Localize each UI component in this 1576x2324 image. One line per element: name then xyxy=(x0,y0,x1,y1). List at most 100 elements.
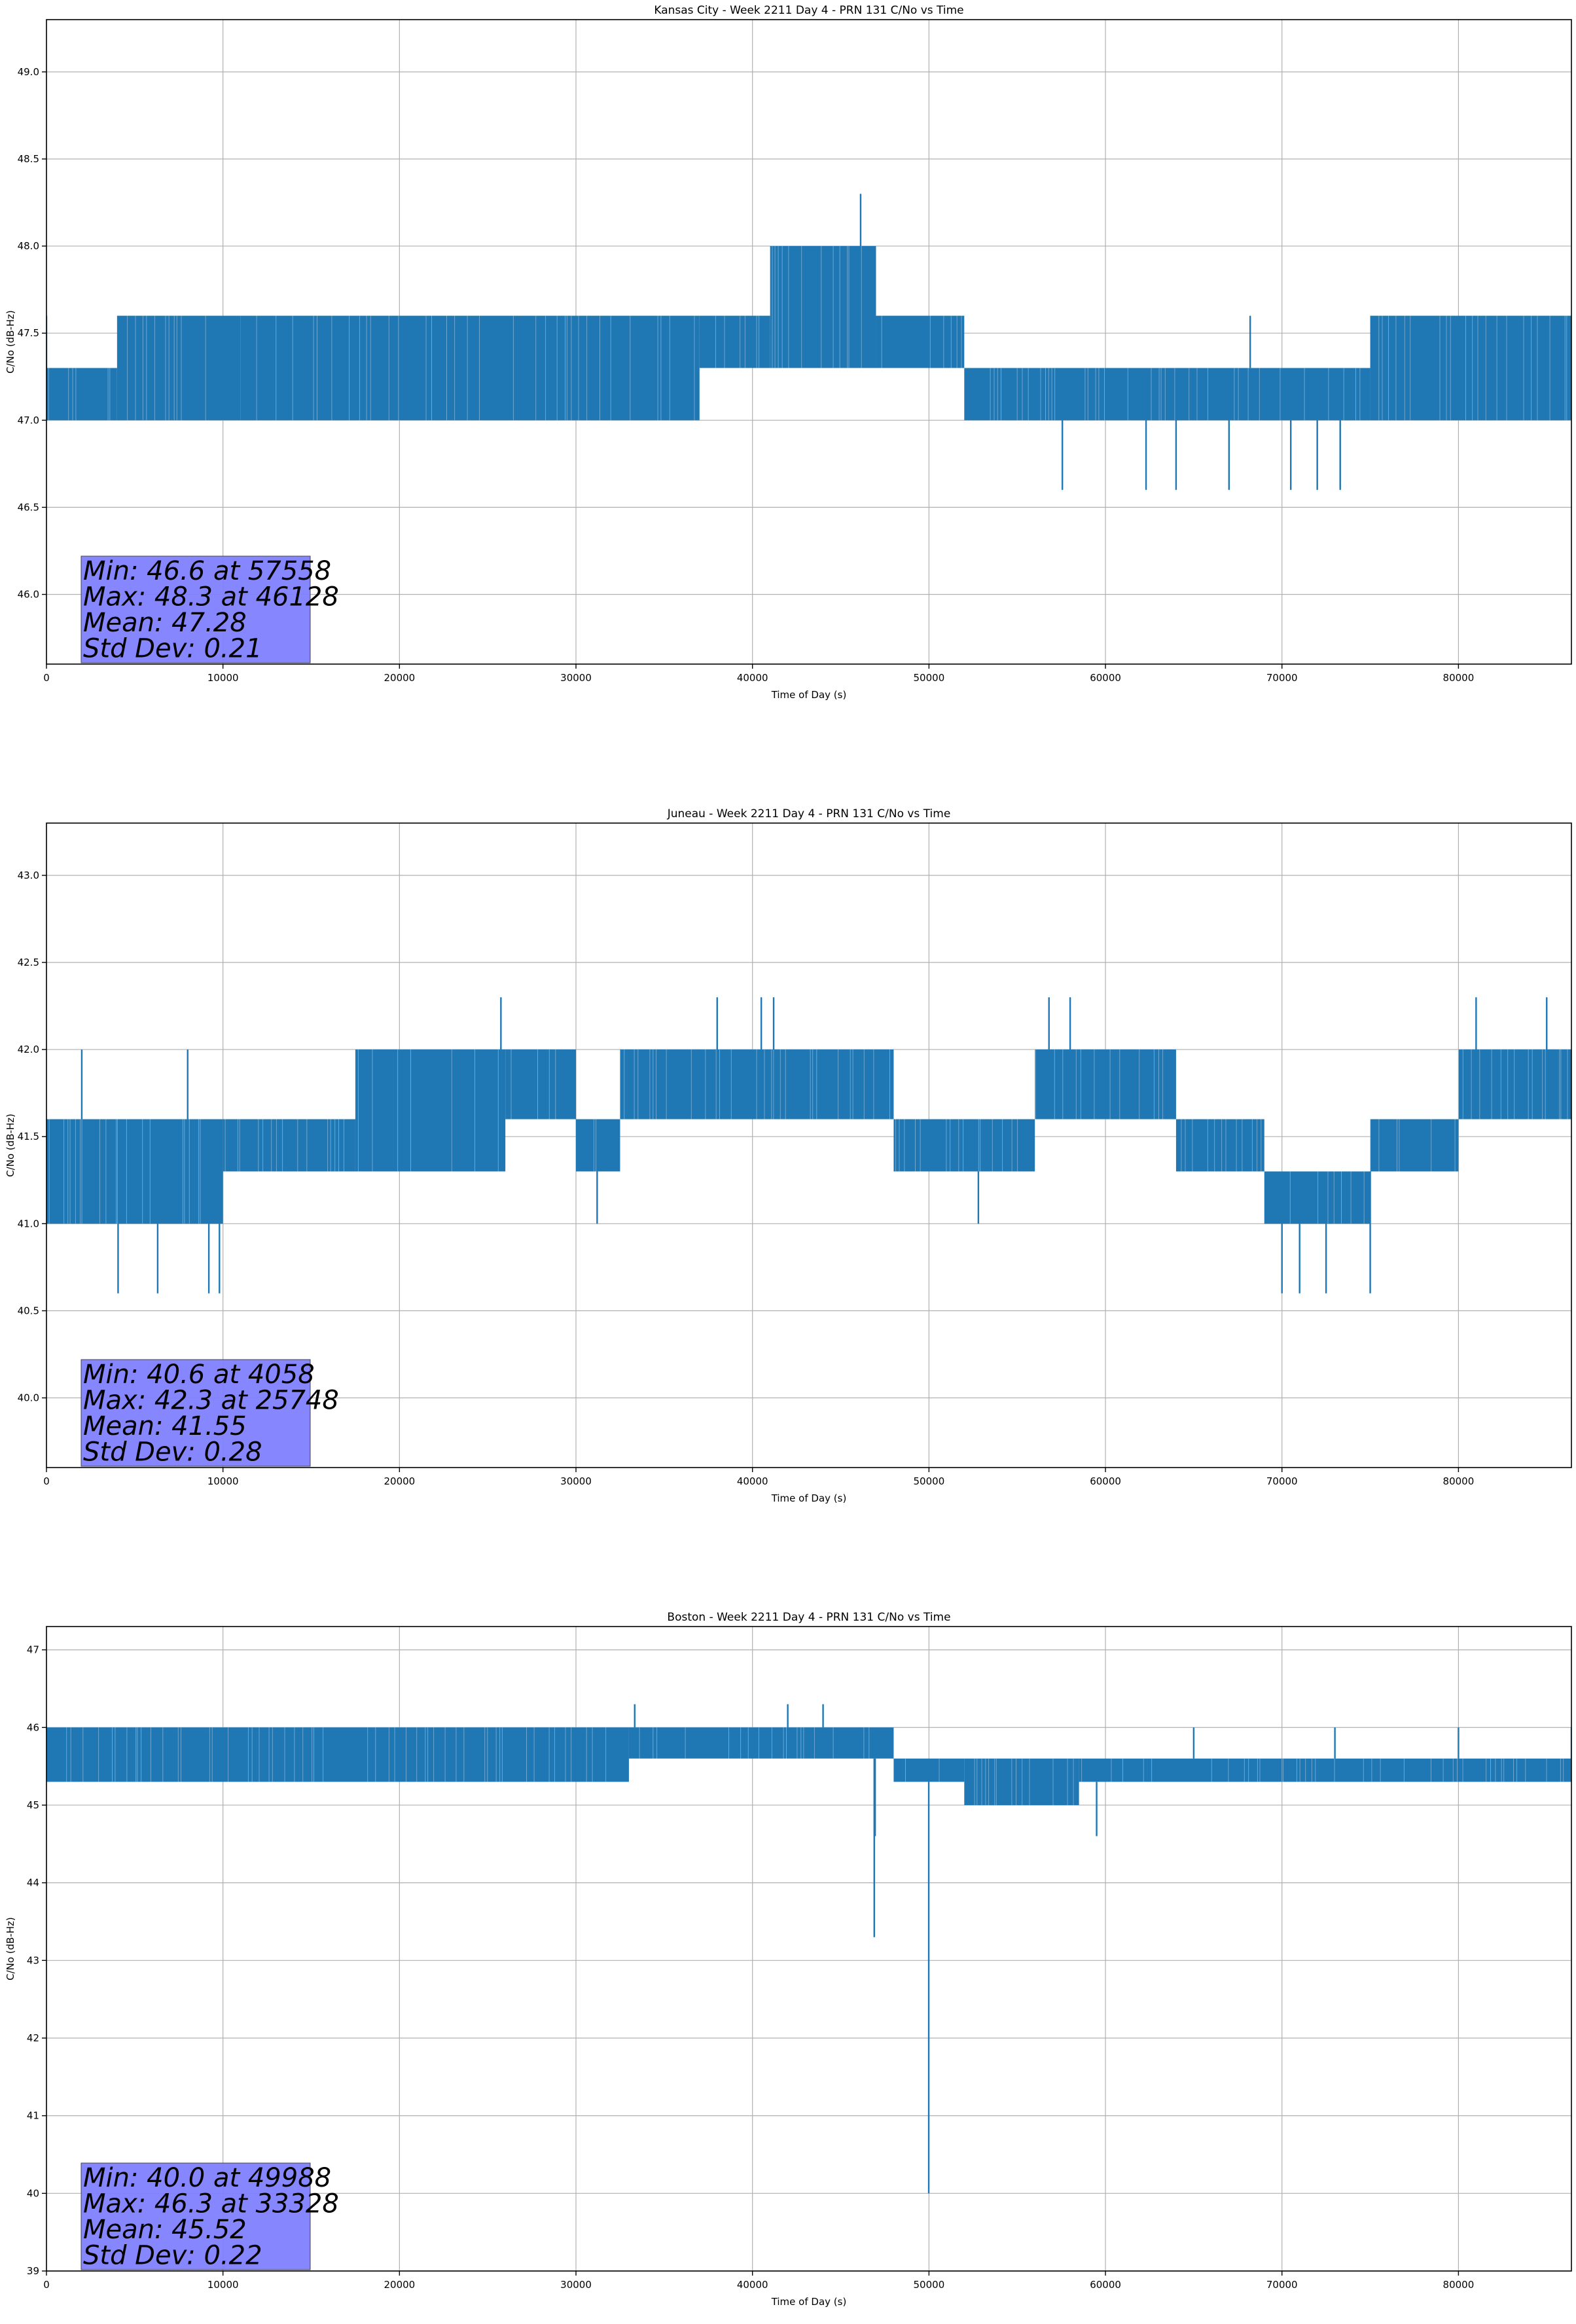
data-band xyxy=(1175,1119,1264,1172)
chart-1: 0 10000 20000 30000 40000 50000 60000 70000 8000… xyxy=(5,4,1572,701)
y-tick-label: 42.5 xyxy=(18,957,39,968)
y-tick-label: 47 xyxy=(27,1644,39,1656)
data-band-texture xyxy=(66,1727,607,1782)
y-tick-label: 40 xyxy=(27,2187,39,2199)
chart-title: Boston - Week 2211 Day 4 - PRN 131 C/No … xyxy=(667,1611,950,1624)
data-band-texture xyxy=(1378,315,1567,421)
stats-text: Min: 40.0 at 49988 xyxy=(83,2163,331,2193)
y-tick-label: 42.0 xyxy=(18,1044,39,1055)
x-tick-label: 80000 xyxy=(1443,2279,1475,2291)
stats-text: Max: 48.3 at 46128 xyxy=(83,582,339,612)
y-tick-label: 46.0 xyxy=(18,589,39,601)
x-tick-label: 70000 xyxy=(1266,672,1298,684)
y-tick-label: 43.0 xyxy=(18,870,39,881)
data-band xyxy=(46,1727,629,1782)
data-band-texture xyxy=(715,315,760,368)
data-band xyxy=(355,1049,506,1172)
data-band xyxy=(1370,315,1571,421)
stats-text: Mean: 41.55 xyxy=(83,1411,247,1441)
data-series xyxy=(46,1704,1571,2194)
data-band-texture xyxy=(127,315,206,421)
x-tick-label: 60000 xyxy=(1090,672,1121,684)
stats-text: Max: 46.3 at 33328 xyxy=(83,2189,339,2219)
x-tick-label: 40000 xyxy=(737,1475,768,1487)
x-tick-label: 60000 xyxy=(1090,2279,1121,2291)
data-band-texture xyxy=(48,1119,201,1224)
data-series xyxy=(46,194,1571,490)
chart-3: 0 10000 20000 30000 40000 50000 60000 70000 8000… xyxy=(5,1611,1572,2308)
data-band-texture xyxy=(48,368,111,421)
y-tick-label: 48.5 xyxy=(18,153,39,165)
y-tick-label: 41.5 xyxy=(18,1131,39,1142)
data-band-texture xyxy=(1035,1049,1164,1119)
x-tick-label: 20000 xyxy=(384,1475,415,1487)
x-tick-label: 40000 xyxy=(737,2279,768,2291)
data-band xyxy=(116,315,241,421)
data-band-texture xyxy=(224,1119,344,1172)
data-band xyxy=(1264,1171,1370,1224)
data-band xyxy=(1370,1119,1459,1172)
x-tick-label: 30000 xyxy=(560,2279,592,2291)
stats-text: Min: 40.6 at 4058 xyxy=(83,1360,315,1390)
data-band xyxy=(223,1119,355,1172)
stats-text: Max: 42.3 at 25748 xyxy=(83,1386,339,1416)
data-band-texture xyxy=(357,1049,499,1172)
data-band xyxy=(620,1049,894,1119)
y-tick-label: 45 xyxy=(27,1799,39,1811)
stats-text: Std Dev: 0.21 xyxy=(83,634,262,664)
data-band-texture xyxy=(881,315,962,368)
data-band-texture xyxy=(593,1119,597,1172)
data-band-texture xyxy=(510,1049,556,1119)
x-axis-label: Time of Day (s) xyxy=(771,2296,847,2308)
data-band-texture xyxy=(895,1119,1018,1172)
stats-text: Min: 46.6 at 57558 xyxy=(83,556,331,586)
x-tick-label: 20000 xyxy=(384,2279,415,2291)
data-band-texture xyxy=(990,368,1361,421)
data-band-texture xyxy=(639,1727,870,1759)
data-band-texture xyxy=(1181,1119,1262,1172)
x-tick-label: 10000 xyxy=(207,672,239,684)
data-series xyxy=(46,997,1571,1294)
data-band xyxy=(576,1119,620,1172)
data-band xyxy=(1079,1758,1571,1782)
y-tick-label: 46.5 xyxy=(18,501,39,513)
y-tick-label: 49.0 xyxy=(18,66,39,78)
y-tick-label: 42 xyxy=(27,2032,39,2044)
y-tick-label: 46 xyxy=(27,1721,39,1733)
data-band xyxy=(240,315,700,421)
y-tick-label: 48.0 xyxy=(18,240,39,252)
data-band xyxy=(505,1049,577,1119)
x-tick-label: 0 xyxy=(43,672,50,684)
y-tick-label: 44 xyxy=(27,1877,39,1889)
chart-2: 0 10000 20000 30000 40000 50000 60000 70000 8000… xyxy=(5,807,1572,1504)
x-axis-label: Time of Day (s) xyxy=(771,689,847,701)
axes-frame xyxy=(46,822,1572,1468)
data-band-texture xyxy=(1458,1049,1568,1119)
x-tick-label: 10000 xyxy=(207,2279,239,2291)
data-band xyxy=(699,315,770,368)
data-band xyxy=(628,1727,894,1759)
x-tick-label: 0 xyxy=(43,1475,50,1487)
data-band-texture xyxy=(624,1049,890,1119)
data-band xyxy=(893,1119,1035,1172)
y-tick-label: 39 xyxy=(27,2265,39,2277)
data-band-texture xyxy=(772,246,862,368)
x-tick-label: 80000 xyxy=(1443,672,1475,684)
data-band xyxy=(876,315,965,368)
y-axis-label: C/No (dB-Hz) xyxy=(5,1917,16,1981)
y-axis-label: C/No (dB-Hz) xyxy=(5,310,16,374)
y-axis-label: C/No (dB-Hz) xyxy=(5,1114,16,1177)
axes-frame xyxy=(46,19,1572,665)
x-tick-label: 0 xyxy=(43,2279,50,2291)
data-band-texture xyxy=(1289,1171,1365,1224)
x-tick-label: 50000 xyxy=(914,1475,945,1487)
stats-box xyxy=(81,1359,311,1467)
data-band xyxy=(1035,1049,1176,1119)
chart-title: Juneau - Week 2211 Day 4 - PRN 131 C/No … xyxy=(667,807,951,820)
x-tick-label: 60000 xyxy=(1090,1475,1121,1487)
data-band-texture xyxy=(1370,1119,1456,1172)
x-tick-label: 70000 xyxy=(1266,1475,1298,1487)
y-tick-label: 47.0 xyxy=(18,414,39,426)
data-band-texture xyxy=(1081,1758,1564,1782)
